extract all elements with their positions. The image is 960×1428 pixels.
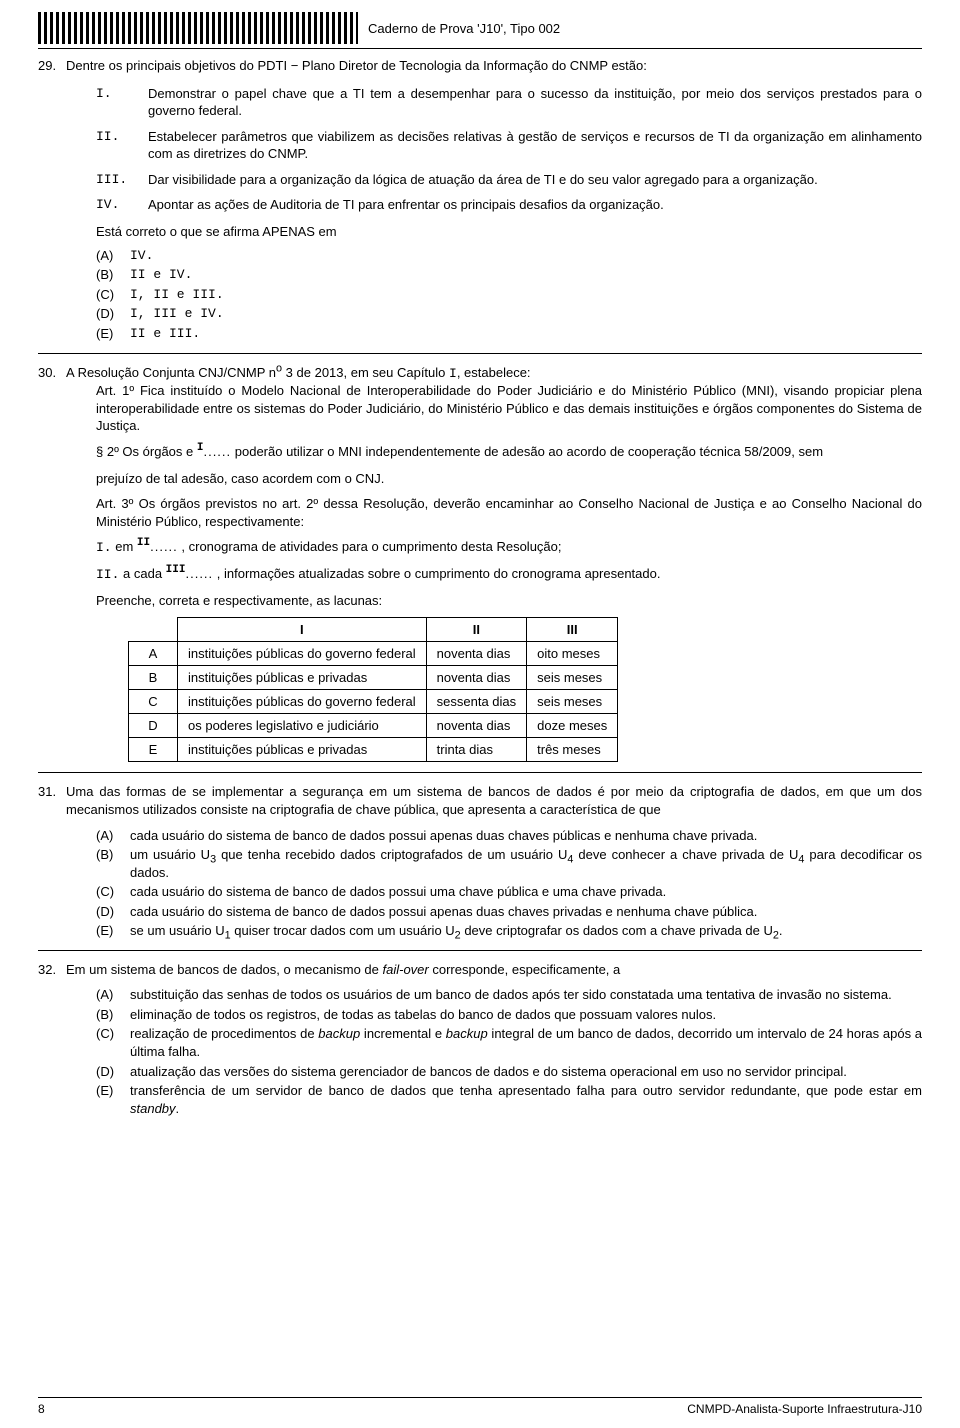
question-30: 30. A Resolução Conjunta CNJ/CNMP no 3 d… bbox=[38, 364, 922, 383]
fill-prompt: Preenche, correta e respectivamente, as … bbox=[96, 592, 922, 610]
table-row[interactable]: Einstituições públicas e privadastrinta … bbox=[129, 738, 618, 762]
option-e[interactable]: (E) se um usuário U1 quiser trocar dados… bbox=[96, 922, 922, 940]
option-c[interactable]: (C)I, II e III. bbox=[96, 286, 922, 304]
table-row[interactable]: Cinstituições públicas do governo federa… bbox=[129, 690, 618, 714]
statement-text: Estabelecer parâmetros que viabilizem as… bbox=[148, 128, 922, 163]
option-b[interactable]: (B) um usuário U3 que tenha recebido dad… bbox=[96, 846, 922, 881]
statement: I. Demonstrar o papel chave que a TI tem… bbox=[96, 85, 922, 120]
question-number: 32. bbox=[38, 961, 66, 979]
line-i: I. em II...... , cronograma de atividade… bbox=[96, 538, 922, 557]
statement-text: Demonstrar o papel chave que a TI tem a … bbox=[148, 85, 922, 120]
option-e[interactable]: (E) transferência de um servidor de banc… bbox=[96, 1082, 922, 1117]
separator bbox=[38, 48, 922, 49]
question-number: 30. bbox=[38, 364, 66, 382]
option-c[interactable]: (C)cada usuário do sistema de banco de d… bbox=[96, 883, 922, 901]
question-text: Em um sistema de bancos de dados, o meca… bbox=[66, 961, 922, 979]
option-d[interactable]: (D)cada usuário do sistema de banco de d… bbox=[96, 903, 922, 921]
statement: III. Dar visibilidade para a organização… bbox=[96, 171, 922, 189]
col-header: II bbox=[426, 618, 527, 642]
article-3: Art. 3º Os órgãos previstos no art. 2º d… bbox=[96, 495, 922, 530]
question-number: 31. bbox=[38, 783, 66, 801]
table-row[interactable]: Binstituições públicas e privadasnoventa… bbox=[129, 666, 618, 690]
header-bar: Caderno de Prova 'J10', Tipo 002 bbox=[38, 12, 922, 44]
option-c[interactable]: (C) realização de procedimentos de backu… bbox=[96, 1025, 922, 1060]
line-ii: II. a cada III...... , informações atual… bbox=[96, 565, 922, 584]
statement: II. Estabelecer parâmetros que viabilize… bbox=[96, 128, 922, 163]
roman: III. bbox=[96, 171, 148, 189]
article-1: Art. 1º Fica instituído o Modelo Naciona… bbox=[96, 382, 922, 435]
option-b[interactable]: (B)II e IV. bbox=[96, 266, 922, 284]
question-text: A Resolução Conjunta CNJ/CNMP no 3 de 20… bbox=[66, 364, 922, 383]
separator bbox=[38, 353, 922, 354]
option-e[interactable]: (E)II e III. bbox=[96, 325, 922, 343]
roman: IV. bbox=[96, 196, 148, 214]
answer-table: I II III Ainstituições públicas do gover… bbox=[128, 617, 618, 762]
statement-text: Apontar as ações de Auditoria de TI para… bbox=[148, 196, 922, 214]
footer-code: CNMPD-Analista-Suporte Infraestrutura-J1… bbox=[687, 1402, 922, 1416]
paragraph-2: § 2º Os órgãos e I...... poderão utiliza… bbox=[96, 443, 922, 462]
question-text: Uma das formas de se implementar a segur… bbox=[66, 783, 922, 818]
col-header: I bbox=[178, 618, 427, 642]
page-number: 8 bbox=[38, 1402, 45, 1416]
option-a[interactable]: (A)IV. bbox=[96, 247, 922, 265]
roman: II. bbox=[96, 128, 148, 163]
col-header: III bbox=[527, 618, 618, 642]
page-footer: 8 CNMPD-Analista-Suporte Infraestrutura-… bbox=[38, 1397, 922, 1416]
option-a[interactable]: (A)cada usuário do sistema de banco de d… bbox=[96, 827, 922, 845]
question-number: 29. bbox=[38, 57, 66, 75]
roman: I. bbox=[96, 85, 148, 120]
barcode bbox=[38, 12, 358, 44]
paragraph-2b: prejuízo de tal adesão, caso acordem com… bbox=[96, 470, 922, 488]
option-d[interactable]: (D)atualização das versões do sistema ge… bbox=[96, 1063, 922, 1081]
question-31: 31. Uma das formas de se implementar a s… bbox=[38, 783, 922, 818]
question-32: 32. Em um sistema de bancos de dados, o … bbox=[38, 961, 922, 979]
caderno-label: Caderno de Prova 'J10', Tipo 002 bbox=[368, 21, 560, 36]
question-29: 29. Dentre os principais objetivos do PD… bbox=[38, 57, 922, 75]
option-b[interactable]: (B)eliminação de todos os registros, de … bbox=[96, 1006, 922, 1024]
question-text: Dentre os principais objetivos do PDTI −… bbox=[66, 57, 922, 75]
option-a[interactable]: (A)substituição das senhas de todos os u… bbox=[96, 986, 922, 1004]
prompt: Está correto o que se afirma APENAS em bbox=[96, 224, 922, 239]
statement: IV. Apontar as ações de Auditoria de TI … bbox=[96, 196, 922, 214]
table-row[interactable]: Ainstituições públicas do governo federa… bbox=[129, 642, 618, 666]
option-d[interactable]: (D)I, III e IV. bbox=[96, 305, 922, 323]
separator bbox=[38, 772, 922, 773]
separator bbox=[38, 950, 922, 951]
statement-text: Dar visibilidade para a organização da l… bbox=[148, 171, 922, 189]
table-row[interactable]: Dos poderes legislativo e judiciárionove… bbox=[129, 714, 618, 738]
